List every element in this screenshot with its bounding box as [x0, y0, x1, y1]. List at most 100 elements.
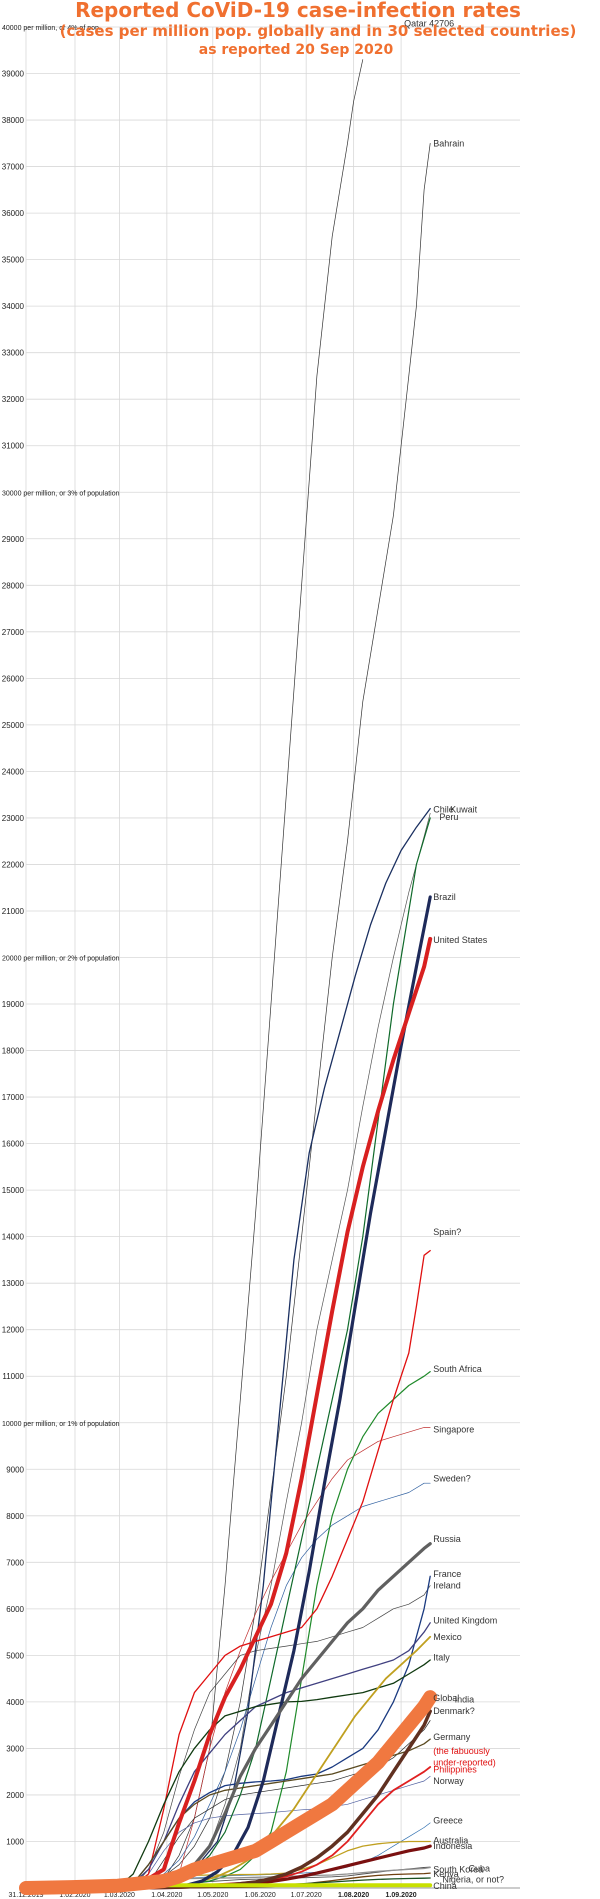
y-tick-label: 23000	[2, 814, 25, 823]
series-line-qatar-42706	[109, 59, 364, 1889]
y-tick-label: 16000	[2, 1140, 25, 1149]
y-tick-label: 33000	[2, 349, 25, 358]
x-tick-label: 31.12.2019	[8, 1892, 43, 1899]
x-tick-label: 1.09.2020	[386, 1892, 417, 1899]
series-line-philippines	[71, 1766, 432, 1889]
series-label: Qatar 42706	[404, 18, 454, 28]
series-label: Australia	[433, 1836, 468, 1846]
grid	[25, 26, 520, 1889]
series-label: Peru	[439, 812, 458, 822]
y-tick-label: 7000	[6, 1558, 24, 1567]
series-label: Italy	[433, 1653, 450, 1663]
series-line-sweden	[73, 1482, 431, 1889]
series-label: under-reported)	[433, 1757, 496, 1767]
y-tick-label: 5000	[6, 1651, 24, 1660]
series-label: Ireland	[433, 1581, 461, 1591]
series-label: Norway	[433, 1776, 464, 1786]
series-label: Denmark?	[433, 1706, 475, 1716]
y-tick-label: 40000 per million, or 4% of pop.	[2, 25, 101, 32]
series-label: (the fabuously	[433, 1746, 490, 1756]
series-label: China	[433, 1881, 457, 1891]
x-tick-label: 1.05.2020	[197, 1892, 228, 1899]
y-tick-label: 10000 per million, or 1% of population	[2, 1421, 120, 1428]
series-label: Chile	[433, 805, 454, 815]
series-label: United States	[433, 935, 488, 945]
series-lines	[19, 59, 438, 1895]
series-line-south-africa	[124, 1370, 431, 1889]
series-line-united-states	[56, 936, 433, 1890]
series-label: Cuba	[468, 1863, 490, 1873]
y-tick-label: 18000	[2, 1047, 25, 1056]
y-tick-label: 30000 per million, or 3% of population	[2, 490, 120, 497]
y-tick-label: 13000	[2, 1279, 25, 1288]
y-tick-label: 9000	[6, 1465, 24, 1474]
y-tick-label: 34000	[2, 302, 25, 311]
series-label: Indonesia	[433, 1841, 472, 1851]
x-tick-label: 1.03.2020	[104, 1892, 135, 1899]
x-tick-label: 1.06.2020	[245, 1892, 276, 1899]
x-tick-label: 1.02.2020	[59, 1892, 90, 1899]
x-axis-ticks: 31.12.2019 1.02.2020 1.03.2020 1.04.2020 1.0…	[8, 1892, 416, 1899]
y-axis-ticks: 0100020003000400050006000700080009000100…	[2, 25, 120, 1893]
y-tick-label: 8000	[6, 1512, 24, 1521]
series-label: Kuwait	[450, 805, 478, 815]
y-tick-label: 20000 per million, or 2% of population	[2, 956, 120, 963]
y-tick-label: 37000	[2, 163, 25, 172]
series-label: Russia	[433, 1534, 461, 1544]
series-label: Nigeria, or not?	[442, 1875, 504, 1885]
y-tick-label: 15000	[2, 1186, 25, 1195]
y-tick-label: 4000	[6, 1698, 24, 1707]
series-line-russia	[71, 1542, 432, 1890]
y-tick-label: 38000	[2, 116, 25, 125]
y-tick-label: 24000	[2, 767, 25, 776]
series-label: Germany	[433, 1732, 471, 1742]
y-tick-label: 21000	[2, 907, 25, 916]
y-tick-label: 39000	[2, 70, 25, 79]
y-tick-label: 26000	[2, 674, 25, 683]
x-tick-label: 1.04.2020	[151, 1892, 182, 1899]
y-tick-label: 6000	[6, 1605, 24, 1614]
y-tick-label: 19000	[2, 1000, 25, 1009]
y-tick-label: 36000	[2, 209, 25, 218]
series-label: South Africa	[433, 1364, 482, 1374]
series-label: France	[433, 1569, 461, 1579]
x-tick-label: 1.08.2020	[338, 1892, 369, 1899]
y-tick-label: 27000	[2, 628, 25, 637]
series-label: Brazil	[433, 892, 456, 902]
chart-subtitle: (cases per million pop. globally and in …	[60, 22, 577, 40]
series-line-brazil	[110, 895, 432, 1890]
series-label: Singapore	[433, 1425, 474, 1435]
series-label: United Kingdom	[433, 1615, 497, 1625]
y-tick-label: 14000	[2, 1233, 25, 1242]
series-line-bahrain	[117, 142, 431, 1889]
y-tick-label: 12000	[2, 1326, 25, 1335]
y-tick-label: 32000	[2, 395, 25, 404]
y-tick-label: 31000	[2, 442, 25, 451]
y-tick-label: 28000	[2, 581, 25, 590]
y-tick-label: 1000	[6, 1837, 24, 1846]
y-tick-label: 3000	[6, 1744, 24, 1753]
y-tick-label: 2000	[6, 1791, 24, 1800]
y-tick-label: 11000	[2, 1372, 24, 1381]
series-label: Global	[433, 1693, 459, 1703]
series-label: Sweden?	[433, 1474, 471, 1484]
series-line-peru	[126, 817, 431, 1889]
x-tick-label: 1.07.2020	[291, 1892, 322, 1899]
chart-date-note: as reported 20 Sep 2020	[199, 42, 394, 58]
series-line-india	[70, 1709, 432, 1890]
y-tick-label: 29000	[2, 535, 25, 544]
series-line-italy	[72, 1659, 431, 1889]
series-label: Philippines	[433, 1764, 477, 1774]
series-line-spain	[72, 1249, 431, 1889]
series-line-ireland	[117, 1585, 431, 1889]
series-label: Mexico	[433, 1632, 462, 1642]
series-label: Spain?	[433, 1227, 461, 1237]
series-label: Bahrain	[433, 138, 464, 148]
series-label: Kenya	[433, 1869, 459, 1879]
chart-title: Reported CoViD-19 case-infection rates	[75, 0, 521, 22]
y-tick-label: 22000	[2, 860, 25, 869]
y-tick-label: 35000	[2, 256, 25, 265]
series-label: South Korea	[433, 1864, 483, 1874]
